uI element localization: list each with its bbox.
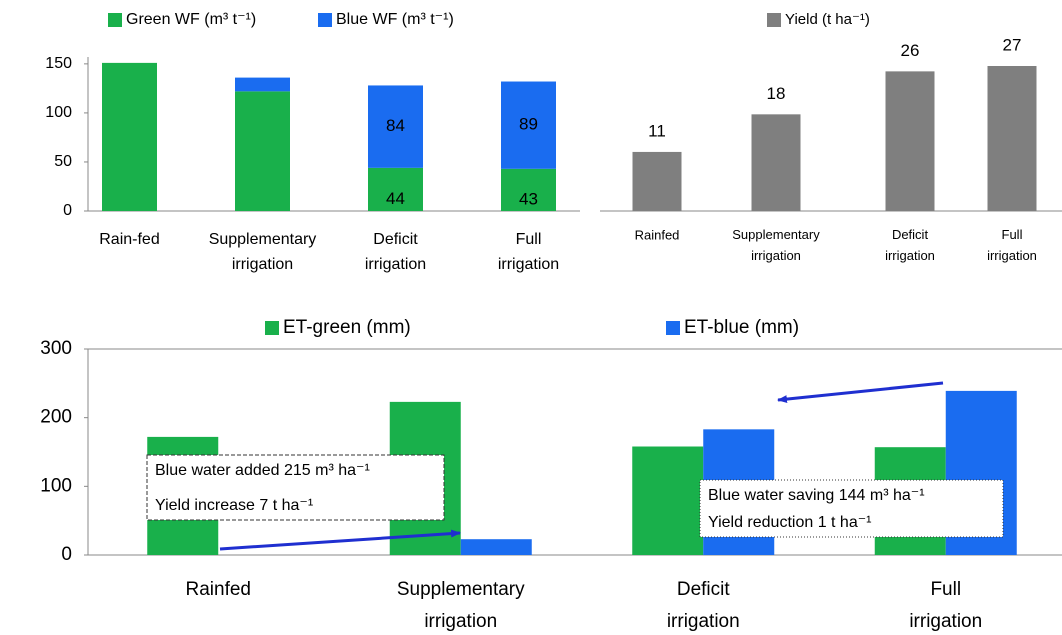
legend-swatch — [108, 13, 122, 27]
y-tick-label: 0 — [63, 202, 72, 219]
bar — [632, 446, 704, 555]
x-tick-label: Full irrigation — [987, 227, 1037, 263]
x-tick-label: Rain-fed — [99, 231, 159, 248]
legend-label: ET-green (mm) — [283, 317, 411, 338]
x-tick-label: Rainfed — [186, 579, 252, 600]
data-label: 89 — [519, 115, 538, 134]
bar — [501, 81, 556, 169]
annotation-box — [699, 479, 1004, 538]
x-tick-label: Rainfed — [635, 227, 680, 242]
legend-label: ET-blue (mm) — [684, 317, 799, 338]
annotation-text: Blue water saving 144 m³ ha⁻¹ — [708, 487, 925, 504]
data-label: 26 — [901, 41, 920, 60]
x-tick-label: Deficit irrigation — [885, 227, 935, 263]
annotation-text: Blue water added 215 m³ ha⁻¹ — [155, 462, 370, 479]
bar — [501, 168, 556, 211]
data-label: 18 — [767, 84, 786, 103]
bar — [235, 77, 290, 92]
x-tick-label: Supplementary irrigation — [209, 231, 317, 273]
y-tick-label: 150 — [45, 55, 72, 72]
bar — [368, 167, 423, 211]
bar — [751, 114, 801, 211]
data-label: 44 — [386, 189, 405, 208]
x-tick-label: Supplementary irrigation — [732, 227, 820, 263]
y-tick-label: 100 — [45, 104, 72, 121]
y-tick-label: 100 — [40, 475, 72, 496]
data-label: 11 — [648, 121, 666, 140]
arrow — [219, 529, 461, 551]
bar — [102, 62, 157, 212]
x-tick-label: Supplementary irrigation — [397, 579, 525, 632]
data-label: 84 — [386, 116, 405, 135]
annotation-box — [146, 454, 445, 521]
legend-label: Yield (t ha⁻¹) — [785, 11, 870, 28]
legend-swatch — [318, 13, 332, 27]
bar — [368, 85, 423, 168]
y-tick-label: 0 — [61, 544, 72, 565]
bar — [460, 539, 532, 555]
x-tick-label: Full irrigation — [498, 231, 559, 273]
legend-swatch — [767, 13, 781, 27]
y-tick-label: 50 — [54, 153, 72, 170]
x-tick-label: Deficit irrigation — [667, 579, 740, 632]
legend-swatch — [666, 321, 680, 335]
annotation-text: Yield increase 7 t ha⁻¹ — [155, 497, 313, 514]
bar — [235, 91, 290, 211]
y-tick-label: 300 — [40, 338, 72, 359]
bar — [885, 71, 935, 212]
x-tick-label: Full irrigation — [909, 579, 982, 632]
legend-label: Blue WF (m³ t⁻¹) — [336, 11, 454, 28]
x-tick-label: Deficit irrigation — [365, 231, 426, 273]
arrow — [777, 381, 944, 404]
data-label: 27 — [1003, 35, 1022, 54]
bar — [632, 151, 682, 211]
legend-swatch — [265, 321, 279, 335]
y-tick-label: 200 — [40, 407, 72, 428]
bar — [987, 66, 1037, 211]
annotation-text: Yield reduction 1 t ha⁻¹ — [708, 514, 872, 531]
legend-label: Green WF (m³ t⁻¹) — [126, 11, 256, 28]
data-label: 43 — [519, 189, 538, 208]
